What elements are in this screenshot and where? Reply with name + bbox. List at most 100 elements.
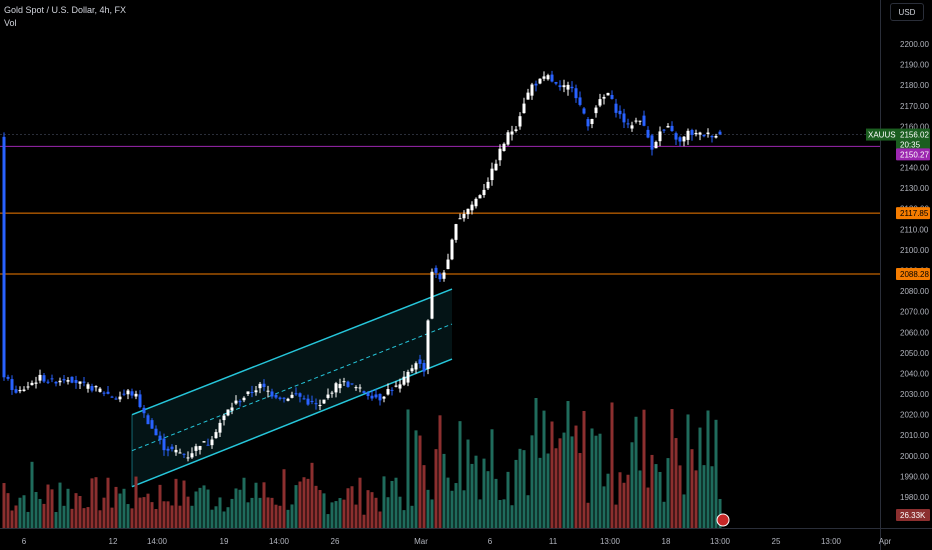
y-tick-label: 2020.00	[900, 411, 929, 420]
volume-bar	[606, 473, 610, 528]
y-tick-label: 2100.00	[900, 246, 929, 255]
volume-bar	[650, 454, 654, 528]
x-tick-label: 18	[662, 537, 671, 546]
volume-bar	[622, 482, 626, 528]
candle-body	[58, 380, 62, 383]
volume-bar	[354, 504, 358, 528]
volume-bar	[586, 502, 590, 528]
volume-bar	[398, 496, 402, 528]
volume-bar	[602, 486, 606, 528]
candle-body	[470, 204, 474, 211]
candle-body	[122, 393, 126, 395]
candle-body	[702, 134, 706, 137]
volume-bar	[618, 472, 622, 528]
volume-bar	[434, 449, 438, 528]
candle-body	[42, 375, 46, 382]
volume-bar	[98, 510, 102, 528]
volume-bar	[126, 504, 130, 528]
candle-body	[322, 399, 326, 404]
volume-bar	[610, 402, 614, 528]
volume-bar	[2, 483, 6, 528]
candle-body	[362, 391, 366, 393]
volume-bar	[542, 410, 546, 528]
y-tick-label: 2030.00	[900, 390, 929, 399]
x-tick-label: Mar	[414, 537, 428, 546]
candle-body	[426, 320, 430, 369]
volume-bar	[26, 511, 30, 528]
candle-body	[662, 129, 666, 131]
candle-body	[510, 131, 514, 135]
volume-bar	[462, 490, 466, 528]
candle-body	[402, 376, 406, 385]
volume-bar	[46, 484, 50, 528]
candle-body	[78, 381, 82, 384]
volume-bar	[190, 505, 194, 528]
candle-body	[582, 108, 586, 114]
line-2117-tag: 2117.85	[900, 209, 929, 218]
volume-bar	[406, 409, 410, 528]
candle-body	[262, 383, 266, 388]
candle-body	[562, 85, 566, 88]
volume-bar	[86, 507, 90, 528]
volume-bar	[402, 510, 406, 528]
volume-bar	[194, 491, 198, 528]
candle-body	[422, 363, 426, 372]
candle-body	[618, 110, 622, 115]
x-tick-label: 6	[488, 537, 493, 546]
candle-body	[46, 381, 50, 383]
channel-mid-line	[131, 323, 453, 452]
candle-body	[558, 85, 562, 88]
volume-bar	[526, 495, 530, 528]
y-tick-label: 2180.00	[900, 81, 929, 90]
volume-bar	[258, 497, 262, 528]
volume-bar	[6, 493, 10, 528]
volume-bar	[154, 509, 158, 528]
candle-body	[654, 141, 658, 149]
candle-body	[238, 401, 242, 403]
volume-bar	[334, 501, 338, 528]
volume-bar	[706, 410, 710, 528]
volume-bar	[302, 477, 306, 528]
line-2088-tag: 2088.28	[900, 270, 929, 279]
volume-bar	[74, 493, 78, 528]
candle-body	[250, 392, 254, 394]
candle-body	[598, 99, 602, 106]
candle-body	[26, 386, 30, 388]
candle-body	[246, 391, 250, 395]
candle-body	[34, 382, 38, 384]
candle-body	[638, 120, 642, 122]
candle-body	[266, 390, 270, 392]
candle-body	[482, 189, 486, 196]
candle-body	[438, 273, 442, 280]
volume-bar	[306, 478, 310, 528]
volume-bar	[386, 497, 390, 528]
candle-body	[498, 148, 502, 161]
candle-body	[50, 378, 54, 380]
y-tick-label: 2130.00	[900, 184, 929, 193]
y-tick-label: 2110.00	[900, 225, 929, 234]
volume-bar	[30, 461, 34, 528]
currency-button[interactable]: USD	[890, 3, 924, 21]
volume-bar	[70, 508, 74, 528]
candle-body	[102, 392, 106, 394]
volume-bar	[702, 465, 706, 528]
volume-bar	[714, 419, 718, 528]
candle-body	[22, 389, 26, 391]
volume-bar	[254, 482, 258, 528]
volume-bar	[130, 508, 134, 528]
candle-body	[258, 383, 262, 389]
volume-bar	[94, 477, 98, 528]
volume-bar	[474, 455, 478, 528]
candle-body	[334, 383, 338, 393]
candle-body	[306, 398, 310, 405]
candle-body	[458, 218, 462, 220]
volume-bar	[42, 503, 46, 528]
volume-bar	[350, 486, 354, 528]
volume-bar	[686, 414, 690, 528]
candle-body	[546, 75, 550, 80]
volume-bar	[182, 480, 186, 528]
candle-body	[194, 446, 198, 451]
y-tick-label: 2190.00	[900, 61, 929, 70]
volume-bar	[102, 497, 106, 528]
